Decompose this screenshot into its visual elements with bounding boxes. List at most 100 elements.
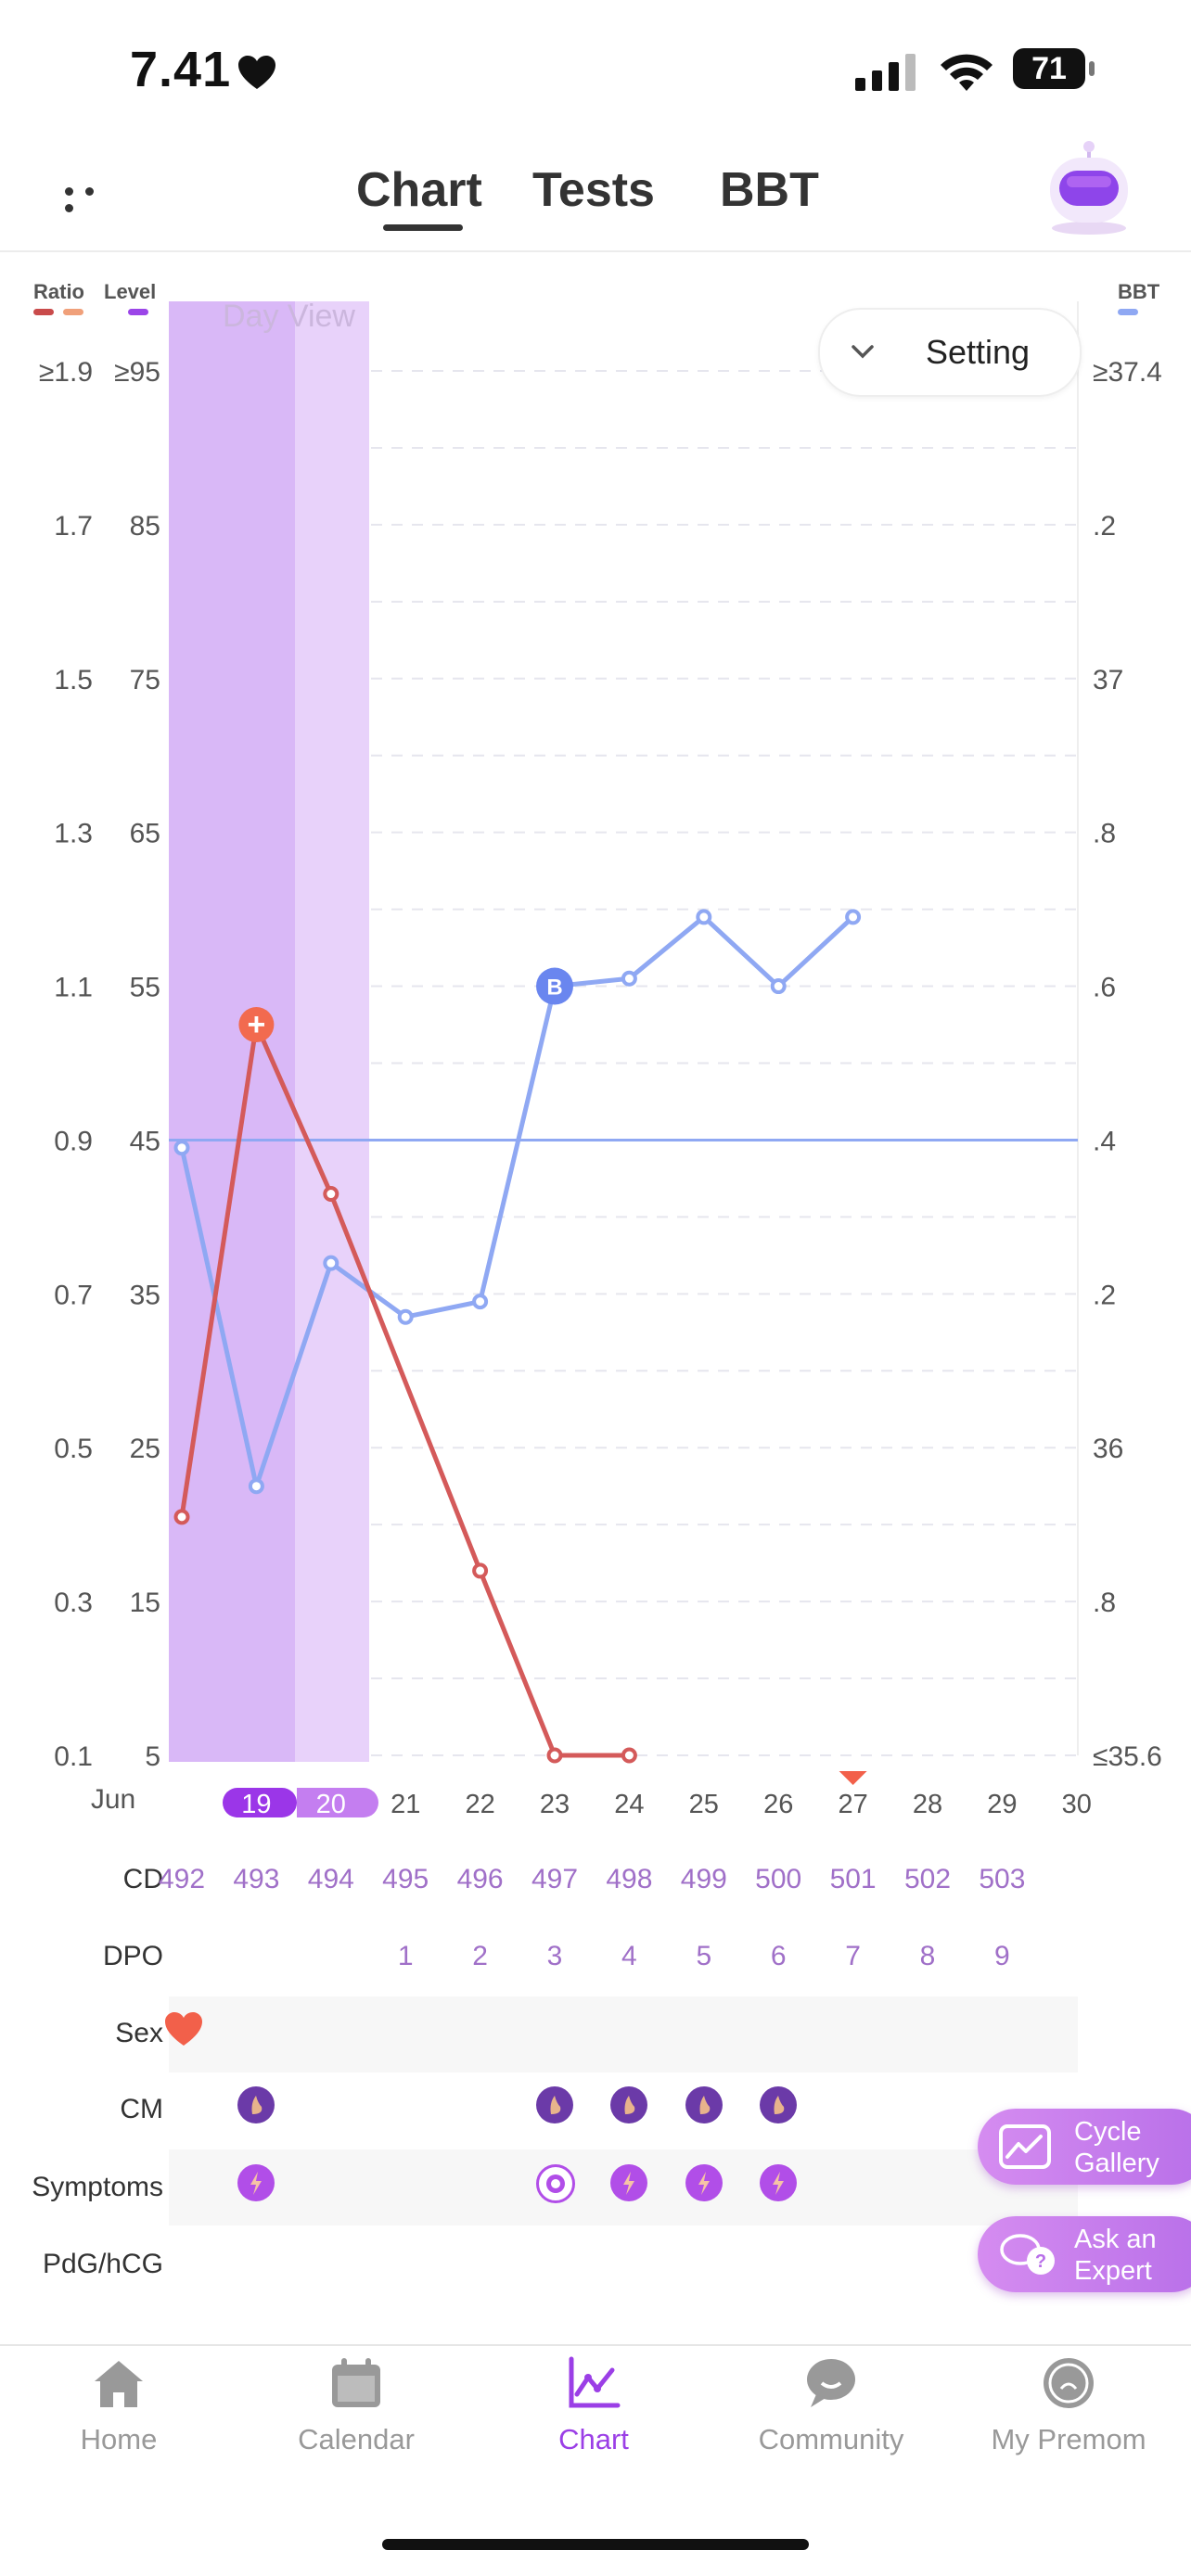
dpo-value: 2 [472,1941,488,1971]
dpo-value: 4 [621,1941,637,1971]
chevron-down-icon [852,345,874,359]
gallery-chart-icon [999,2124,1051,2169]
day-20-pill[interactable] [299,1788,378,1817]
day-19-pill[interactable] [223,1788,297,1817]
bbt-tick-label: .2 [1093,1280,1116,1310]
cervical-mucus-icon[interactable] [760,2086,798,2123]
ratio-tick-label: 0.7 [54,1280,93,1310]
level-tick-label: ≥95 [114,357,160,388]
bbt-point[interactable] [323,1255,339,1271]
peak-marker[interactable] [238,1007,275,1043]
assistant-robot-icon[interactable] [1043,139,1135,241]
nav-community[interactable]: Community [729,2355,933,2456]
ratio-point[interactable] [546,1747,563,1764]
cd-row-label: CD [122,1864,163,1894]
bbt-tick-label: 36 [1093,1434,1123,1464]
ratio-point[interactable] [472,1562,489,1579]
my-premom-icon [1044,2358,1094,2408]
level-tick-label: 35 [130,1280,160,1310]
day-label: 25 [689,1790,719,1819]
level-tick-label: 45 [130,1126,160,1156]
symptom-icon[interactable] [685,2164,723,2201]
symptom-icon[interactable] [610,2164,648,2201]
cm-row-label: CM [120,2094,163,2124]
symptoms-row-label: Symptoms [32,2172,163,2202]
symptom-mood-icon[interactable] [536,2164,575,2203]
bbt-point[interactable] [770,978,787,995]
cd-value: 503 [979,1864,1026,1894]
day-label: 29 [987,1790,1017,1819]
ratio-tick-label: 1.5 [54,665,93,695]
calendar-icon [332,2358,380,2407]
legend-level-label: Level [104,280,156,303]
b-marker[interactable] [536,967,573,1005]
cervical-mucus-icon[interactable] [610,2086,648,2123]
more-menu-button[interactable] [65,184,124,212]
legend-bbt-label: BBT [1118,280,1160,303]
nav-calendar[interactable]: Calendar [254,2355,458,2456]
nav-chart-label: Chart [558,2423,629,2455]
ratio-point[interactable] [621,1747,637,1764]
bbt-tick-label: ≥37.4 [1093,357,1162,388]
sex-row-label: Sex [115,2018,163,2048]
fertile-window-day-20[interactable] [295,301,369,1762]
battery-icon: 71 [1013,48,1096,91]
fertile-window-day-19[interactable] [169,301,295,1762]
cervical-mucus-icon[interactable] [536,2086,573,2123]
bbt-point[interactable] [696,909,712,925]
setting-label: Setting [926,333,1031,371]
b-marker-symbol: B [546,976,562,1001]
nav-community-label: Community [758,2423,904,2455]
peak-marker-symbol: + [247,1007,265,1042]
symptom-icon[interactable] [237,2164,275,2201]
cervical-mucus-icon[interactable] [685,2086,723,2123]
ask-expert-line2: Expert [1074,2256,1152,2286]
nav-chart[interactable]: Chart [492,2355,696,2456]
day-label: 24 [614,1790,644,1819]
svg-text:?: ? [1035,2251,1046,2272]
day-label: 30 [1062,1790,1092,1819]
level-tick-label: 55 [130,973,160,1003]
bbt-point[interactable] [845,909,862,925]
legend-ratio-swatch [33,309,54,315]
ratio-tick-label: 0.3 [54,1588,93,1618]
cervical-mucus-icon[interactable] [237,2086,275,2123]
cd-value: 499 [680,1864,727,1894]
ratio-point[interactable] [323,1186,339,1203]
bbt-tick-label: .6 [1093,973,1116,1003]
nav-home[interactable]: Home [17,2355,221,2456]
month-label: Jun [91,1784,135,1815]
bbt-tick-label: ≤35.6 [1093,1741,1162,1772]
dpo-value: 9 [994,1941,1010,1971]
setting-button[interactable]: Setting [818,308,1082,397]
cycle-chart[interactable]: Ratio Level BBT ≥1.9 ≥95 ≥37.4 1.7 85 .2 1.5 75 37 1… [0,269,1191,1827]
nav-my-premom[interactable]: My Premom [967,2355,1171,2456]
dpo-value: 6 [770,1941,787,1971]
cd-value: 495 [382,1864,429,1894]
day-view-label: Day View [223,299,355,334]
bbt-tick-label: 37 [1093,665,1123,695]
tab-chart[interactable]: Chart [356,163,482,217]
sex-row-band[interactable] [169,1996,1078,2072]
cycle-gallery-button[interactable]: Cycle Gallery [978,2109,1191,2185]
ratio-tick-label: 0.9 [54,1126,93,1156]
bbt-point[interactable] [621,970,637,987]
ratio-point[interactable] [173,1509,190,1525]
bbt-point[interactable] [472,1294,489,1310]
cycle-gallery-line2: Gallery [1074,2149,1159,2178]
tab-bbt[interactable]: BBT [720,163,819,217]
symptom-icon[interactable] [760,2164,798,2201]
bbt-point[interactable] [248,1478,264,1495]
ratio-tick-label: 0.5 [54,1434,93,1464]
ask-expert-line1: Ask an [1074,2225,1157,2254]
day-label: 19 [241,1790,271,1819]
bottom-nav-divider [0,2344,1191,2346]
tab-tests[interactable]: Tests [532,163,655,217]
battery-level: 71 [1031,51,1067,86]
nav-my-premom-label: My Premom [991,2423,1146,2455]
sex-heart-icon [163,2010,204,2052]
ask-expert-button[interactable]: ? Ask an Expert [978,2216,1191,2292]
status-time: 7.41 [130,42,232,97]
bbt-point[interactable] [397,1308,414,1325]
bbt-point[interactable] [173,1140,190,1156]
